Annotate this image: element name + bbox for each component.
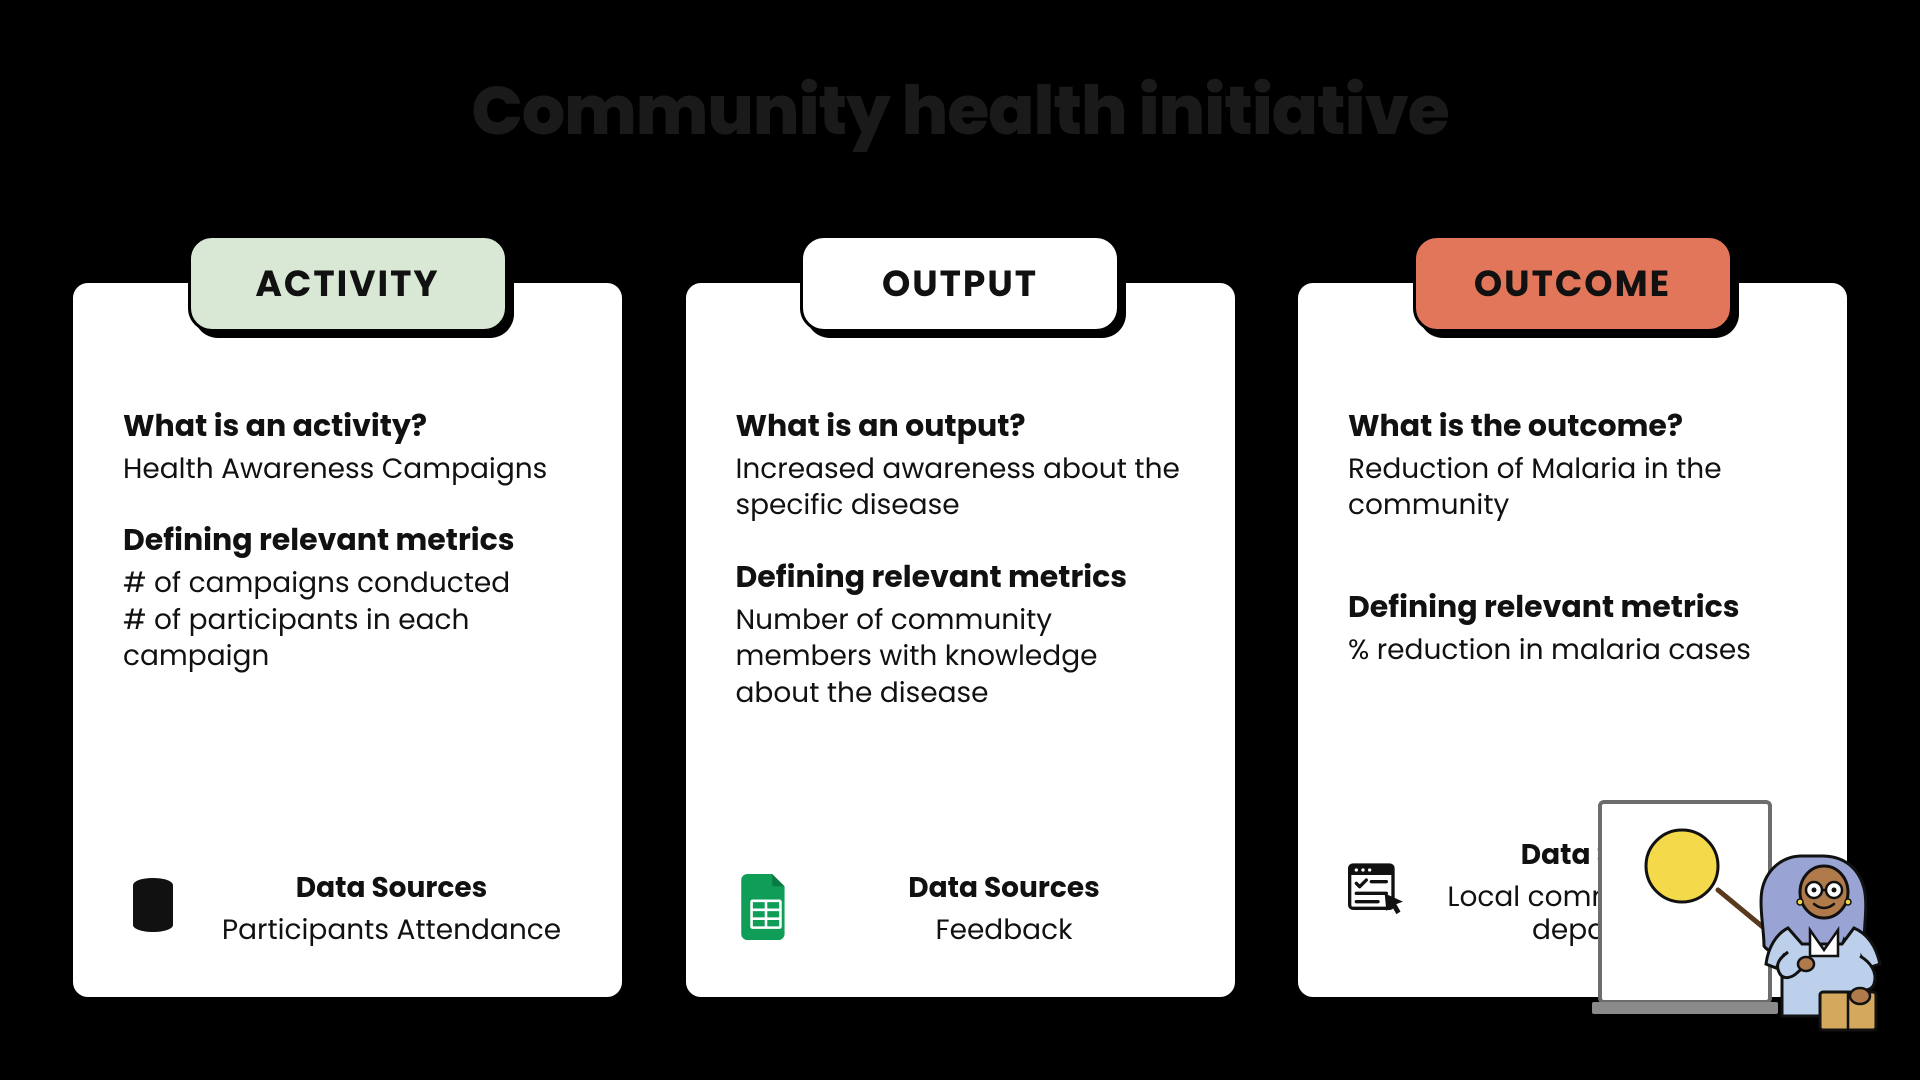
output-ds-value: Feedback (824, 913, 1185, 947)
activity-data-sources: Data Sources Participants Attendance (123, 867, 572, 947)
card-header-output: OUTPUT (800, 235, 1120, 332)
activity-q2: Defining relevant metrics (123, 517, 572, 563)
outcome-q2: Defining relevant metrics (1348, 584, 1797, 630)
activity-a2: # of campaigns conducted# of participant… (123, 565, 572, 674)
google-sheets-icon (736, 869, 796, 945)
output-a1: Increased awareness about the specific d… (736, 451, 1185, 524)
card-output: OUTPUT What is an output? Increased awar… (683, 280, 1238, 1000)
report-click-icon (1348, 852, 1408, 928)
activity-q1: What is an activity? (123, 403, 572, 449)
outcome-a2: % reduction in malaria cases (1348, 632, 1797, 668)
outcome-q1: What is the outcome? (1348, 403, 1797, 449)
outcome-a1: Reduction of Malaria in the community (1348, 451, 1797, 524)
output-a2: Number of community members with knowled… (736, 602, 1185, 711)
output-q2: Defining relevant metrics (736, 554, 1185, 600)
output-data-sources: Data Sources Feedback (736, 867, 1185, 947)
presenter-illustration (1592, 796, 1892, 1056)
output-q1: What is an output? (736, 403, 1185, 449)
card-activity: ACTIVITY What is an activity? Health Awa… (70, 280, 625, 1000)
cards-row: ACTIVITY What is an activity? Health Awa… (70, 280, 1850, 1000)
page-title: Community health initiative (0, 60, 1920, 162)
activity-ds-label: Data Sources (211, 867, 572, 909)
database-icon (123, 869, 183, 945)
activity-ds-value: Participants Attendance (211, 913, 572, 947)
output-ds-label: Data Sources (824, 867, 1185, 909)
activity-a1: Health Awareness Campaigns (123, 451, 572, 487)
card-header-outcome: OUTCOME (1413, 235, 1733, 332)
card-header-activity: ACTIVITY (188, 235, 508, 332)
